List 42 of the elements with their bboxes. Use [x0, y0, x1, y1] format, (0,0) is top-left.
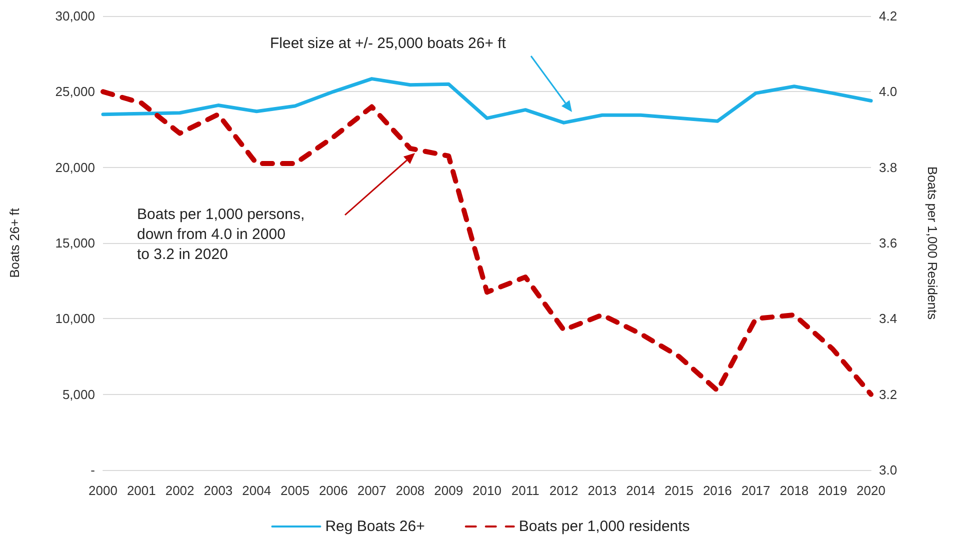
- legend-label: Reg Boats 26+: [325, 518, 426, 535]
- y-tick-label: 10,000: [55, 311, 95, 326]
- y-tick-label: -: [90, 462, 95, 478]
- x-tick-label: 2003: [204, 483, 233, 498]
- y2-tick-label: 4.2: [879, 8, 898, 24]
- x-tick-label: 2005: [280, 483, 310, 498]
- x-tick-label: 2013: [588, 483, 617, 498]
- x-tick-label: 2017: [741, 483, 770, 498]
- x-tick-label: 2001: [126, 483, 156, 498]
- annotation: Boats per 1,000 persons, down from 4.0 in 2000 to 3.2 in 2020: [137, 205, 305, 265]
- y-tick-label: 5,000: [62, 386, 95, 402]
- x-tick-label: 2020: [856, 483, 886, 498]
- y2-tick-label: 4.0: [879, 84, 898, 100]
- y-tick-label: 15,000: [55, 236, 95, 250]
- y2-tick-label: 3.8: [879, 160, 898, 175]
- x-tick-label: 2011: [511, 483, 540, 498]
- x-tick-label: 2016: [702, 483, 732, 498]
- x-tick-label: 2014: [626, 483, 656, 498]
- y-tick-label: 20,000: [55, 160, 95, 175]
- x-tick-label: 2004: [242, 483, 272, 498]
- y2-tick-label: 3.2: [879, 386, 898, 402]
- y2-tick-label: 3.6: [879, 236, 898, 250]
- x-tick-label: 2008: [396, 483, 425, 498]
- x-tick-label: 2002: [165, 483, 194, 498]
- legend-label: Boats per 1,000 residents: [518, 518, 690, 535]
- x-tick-label: 2006: [318, 483, 348, 498]
- x-tick-label: 2009: [434, 483, 464, 498]
- x-tick-label: 2012: [549, 483, 578, 498]
- y2-axis-title: Boats per 1,000 Residents: [925, 166, 940, 320]
- x-tick-label: 2015: [664, 483, 694, 498]
- x-tick-label: 2019: [818, 483, 848, 498]
- line-series: [101, 77, 873, 124]
- x-tick-label: 2010: [472, 483, 502, 498]
- y-tick-label: 25,000: [55, 84, 95, 100]
- x-tick-label: 2018: [780, 483, 809, 498]
- x-tick-label: 2000: [88, 483, 118, 498]
- x-tick-label: 2007: [357, 483, 386, 498]
- y2-tick-label: 3.4: [879, 311, 898, 326]
- y-axis-title: Boats 26+ ft: [7, 208, 22, 278]
- annotation: Fleet size at +/- 25,000 boats 26+ ft: [270, 34, 506, 54]
- y-tick-label: 30,000: [55, 8, 95, 24]
- y2-tick-label: 3.0: [879, 462, 898, 478]
